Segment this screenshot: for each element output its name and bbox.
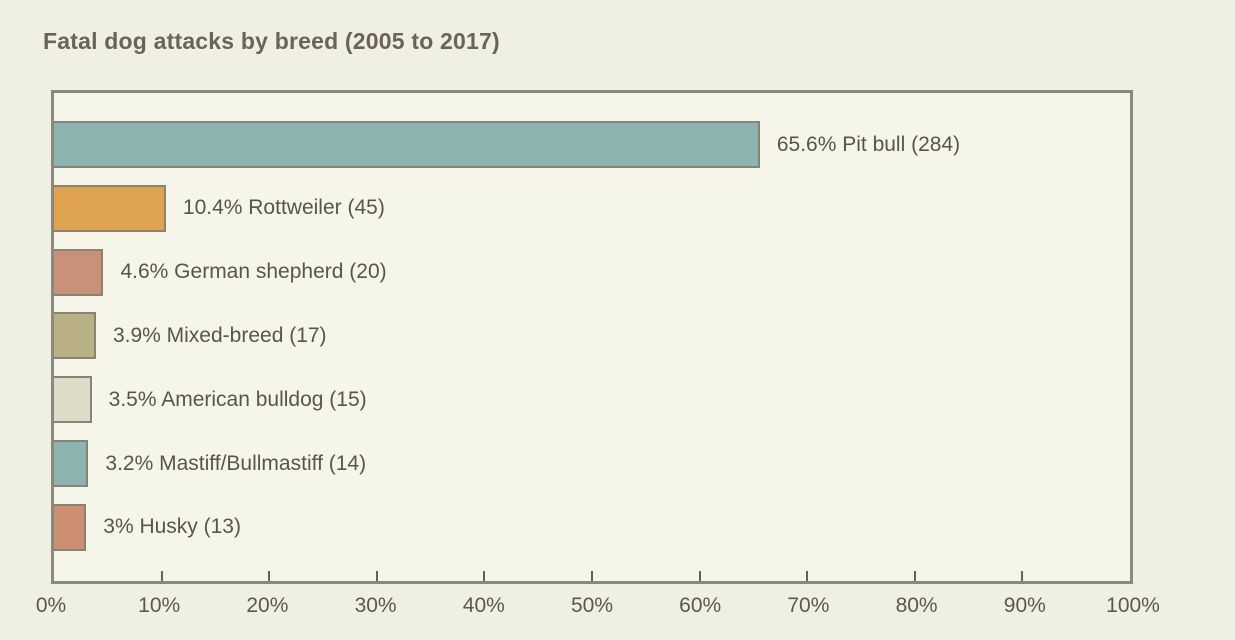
x-tick-50 (591, 571, 593, 581)
x-axis-label-60: 60% (679, 594, 722, 617)
bar-husky (54, 503, 87, 551)
bar-pit-bull (54, 121, 760, 168)
bar-row-pit-bull: 65.6% Pit bull (284) (54, 121, 1130, 168)
x-axis-label-10: 10% (138, 594, 181, 617)
bar-label-mixed-breed: 3.9% Mixed-breed (17) (112, 323, 327, 347)
x-axis-label-30: 30% (354, 594, 397, 617)
bar-row-american-bulldog: 3.5% American bulldog (15) (54, 376, 1130, 424)
x-axis-labels: 0% 10% 20% 30% 40% 50% 60% 70% 80% 90% 100% (36, 594, 1160, 626)
plot-area: 65.6% Pit bull (284) 10.4% Rottweiler (45… (51, 90, 1133, 584)
x-axis-label-0: 0% (35, 594, 67, 617)
x-tick-40 (483, 571, 486, 581)
x-tick-80 (913, 571, 916, 581)
x-axis-label-20: 20% (246, 594, 289, 617)
x-tick-30 (375, 571, 378, 581)
chart-title: Fatal dog attacks by breed (2005 to 2017… (43, 28, 500, 54)
bar-row-husky: 3% Husky (13) (54, 503, 1130, 551)
x-tick-70 (806, 571, 809, 581)
x-axis-label-50: 50% (570, 594, 614, 617)
x-axis-label-90: 90% (1003, 594, 1046, 617)
x-tick-20 (268, 571, 271, 581)
bars-container: 65.6% Pit bull (284) 10.4% Rottweiler (45… (54, 121, 1130, 551)
bar-american-bulldog (54, 376, 92, 424)
bar-label-mastiff-bullmastiff: 3.2% Mastiff/Bullmastiff (14) (105, 451, 367, 475)
x-tick-60 (698, 571, 701, 581)
bar-mixed-breed (54, 312, 96, 360)
bar-label-husky: 3% Husky (13) (103, 515, 241, 539)
bar-mastiff-bullmastiff (54, 440, 89, 488)
x-axis-label-100: 100% (1106, 594, 1160, 617)
bar-row-mixed-breed: 3.9% Mixed-breed (17) (54, 312, 1130, 360)
bar-label-american-bulldog: 3.5% American bulldog (15) (108, 387, 367, 411)
x-axis-label-80: 80% (895, 594, 938, 617)
bar-row-rottweiler: 10.4% Rottweiler (45) (54, 184, 1130, 232)
x-axis-label-70: 70% (787, 594, 830, 617)
bar-label-pit-bull: 65.6% Pit bull (284) (776, 132, 961, 156)
bar-row-mastiff-bullmastiff: 3.2% Mastiff/Bullmastiff (14) (54, 440, 1130, 488)
bar-label-rottweiler: 10.4% Rottweiler (45) (182, 196, 385, 220)
x-tick-90 (1021, 571, 1024, 581)
bar-german-shepherd (54, 248, 104, 296)
x-tick-10 (160, 571, 163, 581)
bar-row-german-shepherd: 4.6% German shepherd (20) (54, 248, 1130, 296)
bar-label-german-shepherd: 4.6% German shepherd (20) (120, 260, 387, 284)
bar-rottweiler (54, 184, 166, 232)
x-axis-label-40: 40% (462, 594, 505, 617)
